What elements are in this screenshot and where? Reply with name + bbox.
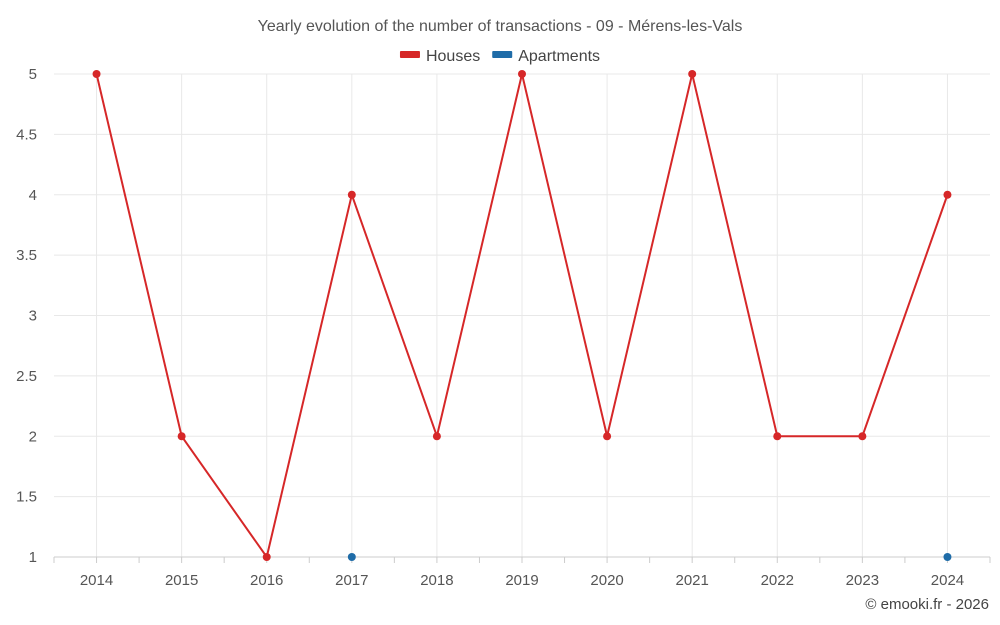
grid	[54, 73, 990, 557]
y-tick-label: 4.5	[16, 126, 37, 143]
data-point[interactable]	[518, 70, 526, 78]
legend-item-houses[interactable]: Houses	[399, 48, 480, 65]
x-tick-label: 2017	[335, 572, 368, 589]
chart-title: Yearly evolution of the number of transa…	[258, 18, 743, 35]
y-tick-label: 3	[29, 308, 37, 325]
x-tick-label: 2019	[505, 572, 538, 589]
data-point[interactable]	[347, 190, 356, 199]
credit-text: © emooki.fr - 2026	[865, 596, 989, 613]
x-tick-label: 2014	[80, 572, 113, 589]
data-point[interactable]	[432, 432, 441, 441]
y-tick-label: 3.5	[16, 247, 37, 264]
data-point[interactable]	[943, 190, 952, 199]
y-tick-label: 1.5	[16, 489, 37, 506]
series	[92, 70, 952, 561]
legend-label: Apartments	[518, 48, 600, 65]
legend-swatch	[399, 51, 420, 58]
y-tick-label: 2.5	[16, 368, 37, 385]
y-tick-label: 4	[29, 187, 37, 204]
data-point[interactable]	[858, 432, 867, 441]
data-point[interactable]	[688, 70, 697, 78]
x-tick-label: 2021	[675, 572, 708, 589]
y-tick-label: 2	[29, 428, 37, 445]
x-tick-label: 2024	[931, 572, 964, 589]
legend: Houses Apartments	[399, 48, 600, 65]
x-tick-label: 2022	[761, 572, 794, 589]
y-tick-label: 1	[29, 549, 37, 566]
legend-item-apartments[interactable]: Apartments	[492, 48, 600, 65]
data-point[interactable]	[92, 70, 101, 78]
x-tick-label: 2020	[590, 572, 623, 589]
data-point[interactable]	[773, 432, 782, 441]
data-point[interactable]	[177, 432, 186, 441]
series-apartments	[347, 553, 952, 561]
x-tick-label: 2015	[165, 572, 198, 589]
x-tick-label: 2018	[420, 572, 453, 589]
legend-swatch	[492, 51, 513, 58]
legend-label: Houses	[426, 48, 480, 65]
x-tick-label: 2023	[846, 572, 879, 589]
axes: 1 1.5 2 2.5 3 3.5 4 4.5 5 2014 2015 2016 2017 2018 201…	[16, 66, 991, 589]
y-tick-label: 5	[29, 66, 37, 83]
data-point[interactable]	[943, 553, 952, 561]
data-point[interactable]	[347, 553, 356, 561]
data-point[interactable]	[603, 432, 612, 441]
series-houses	[92, 70, 952, 561]
x-tick-label: 2016	[250, 572, 283, 589]
data-point[interactable]	[262, 553, 271, 561]
